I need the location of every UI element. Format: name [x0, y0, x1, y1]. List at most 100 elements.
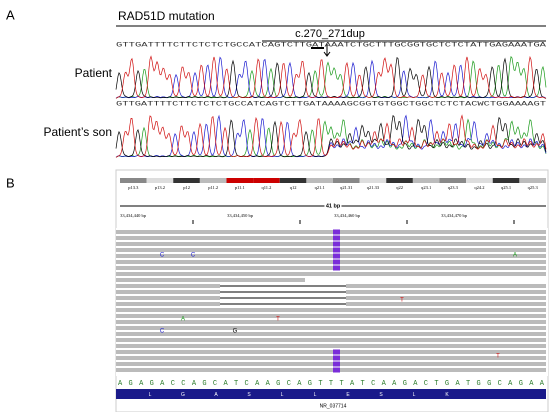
band — [439, 178, 467, 183]
amino-acid: S — [379, 392, 383, 398]
read — [346, 302, 546, 306]
band — [173, 178, 200, 183]
read — [116, 266, 546, 270]
read — [116, 290, 220, 294]
mismatch: T — [276, 317, 280, 323]
read — [116, 272, 546, 276]
gene-label: NR_037714 — [320, 403, 347, 409]
trace — [115, 118, 547, 158]
mismatch: A — [181, 317, 185, 323]
band-label: p13.3 — [128, 185, 139, 190]
insert-mark — [333, 265, 340, 271]
coordinate: 33,434,460 bp — [334, 213, 361, 219]
read — [116, 320, 546, 324]
insert-mark — [333, 229, 340, 235]
read — [116, 338, 546, 342]
coordinate: 33,434,470 bp — [441, 213, 468, 219]
span-label: 41 bp — [326, 203, 341, 209]
read — [116, 362, 546, 366]
arrow — [323, 44, 331, 57]
track-label: Patient — [75, 66, 113, 80]
band-label: q21.1 — [315, 185, 325, 190]
mismatch: C — [191, 253, 196, 259]
gene-track — [116, 389, 546, 399]
band — [146, 178, 174, 183]
read — [346, 290, 546, 294]
band-label: p13.2 — [155, 185, 165, 190]
sequence: GTTGATTTTCTTCTCTCTGCCATCAGTCTTGATAAAAGCG… — [116, 101, 546, 108]
read — [116, 254, 546, 258]
band-label: q21.31 — [340, 185, 352, 190]
read — [116, 278, 305, 282]
read — [116, 356, 546, 360]
band — [306, 178, 333, 183]
insert-mark — [333, 349, 340, 355]
band-label: q11.2 — [261, 185, 271, 190]
read — [346, 296, 546, 300]
band — [492, 178, 520, 183]
panel-title: RAD51D mutation — [118, 9, 215, 23]
read — [116, 332, 546, 336]
band — [412, 178, 440, 183]
band-label: p11.1 — [235, 185, 245, 190]
band — [333, 178, 360, 183]
trace — [115, 55, 547, 99]
read — [116, 236, 546, 240]
insert-mark — [333, 259, 340, 265]
band-label: q25.3 — [528, 185, 539, 190]
band-label: q12 — [290, 185, 297, 190]
read — [116, 296, 220, 300]
trace — [115, 115, 547, 158]
read — [116, 248, 546, 252]
read — [346, 284, 546, 288]
coordinate: 33,434,440 bp — [120, 213, 147, 219]
mismatch: A — [513, 253, 517, 259]
band-label: p11.2 — [208, 185, 218, 190]
read — [116, 326, 546, 330]
band — [386, 178, 413, 183]
insert-mark — [333, 253, 340, 259]
read — [116, 302, 220, 306]
read — [116, 368, 546, 372]
read — [116, 308, 546, 312]
mismatch: T — [400, 298, 404, 304]
panel-label: A — [6, 7, 15, 22]
amino-acid: E — [346, 392, 350, 398]
trace — [115, 114, 547, 158]
amino-acid: K — [445, 392, 449, 398]
read — [116, 284, 220, 288]
read — [116, 344, 546, 348]
read — [116, 242, 546, 246]
read — [116, 350, 546, 354]
band-label: p12 — [183, 185, 190, 190]
insert-mark — [333, 367, 340, 373]
mismatch: T — [496, 354, 500, 360]
insert-mark — [333, 361, 340, 367]
band — [519, 178, 546, 183]
amino-acid: A — [214, 392, 218, 398]
amino-acid: L — [413, 392, 416, 398]
band-label: q24.2 — [474, 185, 484, 190]
insert-mark — [333, 355, 340, 361]
band-label: q25.1 — [501, 185, 511, 190]
panel-label: B — [6, 175, 15, 190]
band — [279, 178, 307, 183]
sequence: GTTGATTTTCTTCTCTCTGCCATCAGTCTTGATAAATCTG… — [116, 42, 546, 49]
insert-mark — [333, 241, 340, 247]
band-label: q22 — [396, 185, 403, 190]
mismatch: C — [160, 329, 165, 335]
band — [120, 178, 147, 183]
variant-label: c.270_271dup — [295, 28, 365, 40]
amino-acid: L — [314, 392, 317, 398]
trace — [115, 114, 547, 158]
read — [116, 314, 546, 318]
band — [253, 178, 280, 183]
mismatch: C — [160, 253, 165, 259]
band — [199, 178, 227, 183]
band-label: q21.33 — [367, 185, 380, 190]
amino-acid: S — [247, 392, 251, 398]
amino-acid: L — [149, 392, 152, 398]
band-label: q23.3 — [448, 185, 459, 190]
band — [226, 178, 254, 183]
